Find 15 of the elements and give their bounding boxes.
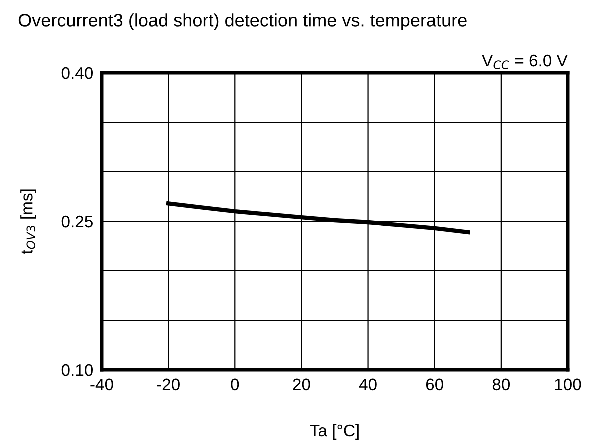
x-tick-label: 80 xyxy=(492,378,510,391)
y-tick-label: 0.40 xyxy=(62,67,94,80)
y-axis-title: t$_{OV3}$ [ms] xyxy=(20,190,36,254)
x-tick-label: -20 xyxy=(157,378,180,391)
x-tick-label: -40 xyxy=(90,378,114,391)
x-tick-label: 60 xyxy=(426,378,444,391)
text: V$_{CC}$ = 6.0 V xyxy=(482,54,568,70)
y-tick-label: 0.10 xyxy=(62,364,94,376)
x-tick-label: 20 xyxy=(293,378,310,391)
x-axis-title: Ta [°C] xyxy=(310,424,359,440)
x-tick-label: 0 xyxy=(231,378,240,391)
x-tick-label: 40 xyxy=(359,378,377,391)
chart-title: Overcurrent3 (load short) detection time vs. temperature xyxy=(18,14,467,30)
x-tick-label: 100 xyxy=(555,378,582,391)
y-tick-label: 0.25 xyxy=(62,216,93,228)
